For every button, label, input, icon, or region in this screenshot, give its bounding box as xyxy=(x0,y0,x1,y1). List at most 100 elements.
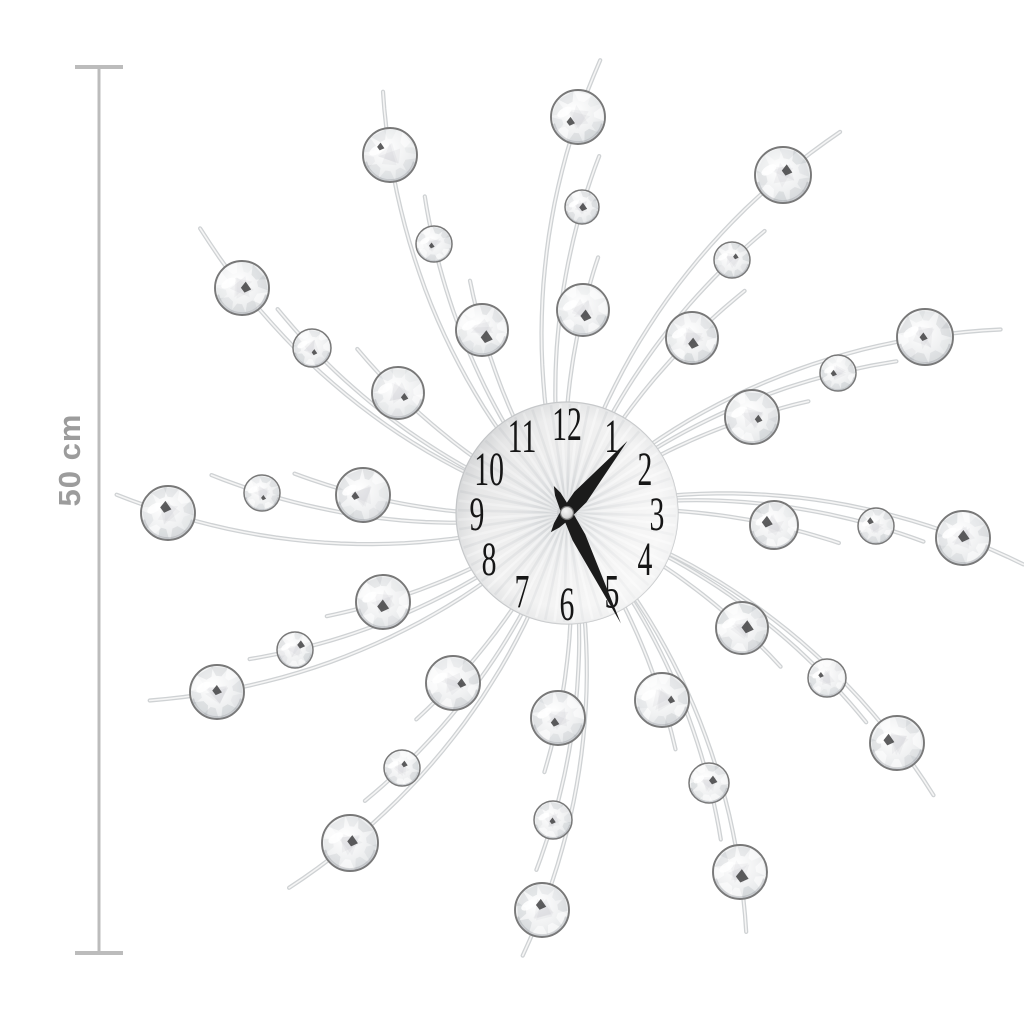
bead-speck xyxy=(550,717,560,727)
crystal-bead xyxy=(869,715,925,771)
bead-facet xyxy=(704,764,720,772)
bead-facet xyxy=(904,754,919,768)
bead-facet xyxy=(595,314,608,328)
bead-facet xyxy=(567,110,591,129)
bead-facet xyxy=(767,514,784,534)
bead-facet xyxy=(557,897,568,914)
crystal-bead xyxy=(665,311,719,365)
bead-facet xyxy=(298,658,307,668)
bead-facet xyxy=(241,261,255,273)
bead-facet xyxy=(755,502,770,515)
bead-shading xyxy=(216,294,268,315)
bead-facet xyxy=(906,309,926,323)
bead-facet xyxy=(575,285,595,295)
bead-speck xyxy=(741,620,754,634)
bead-facet xyxy=(372,471,386,485)
bead-shading xyxy=(416,248,452,262)
bead-facet xyxy=(779,148,797,160)
crystal-bead xyxy=(514,882,570,938)
bead-facet xyxy=(141,510,154,529)
bead-facet xyxy=(591,197,599,210)
bead-facet xyxy=(715,265,726,276)
bead-shading xyxy=(532,724,584,745)
bead-facet xyxy=(435,253,446,262)
bead-facet xyxy=(568,324,587,335)
bead-facet xyxy=(732,618,749,639)
bead-shading xyxy=(142,519,194,540)
bead-facet xyxy=(365,575,383,589)
bead-facet xyxy=(862,508,874,518)
bead-facet xyxy=(170,526,187,539)
bead-facet xyxy=(468,672,479,687)
bead-facet xyxy=(858,514,868,523)
bead-facet xyxy=(876,717,891,732)
bead-glint xyxy=(563,299,577,311)
bead-facet xyxy=(723,270,734,278)
bead-glint xyxy=(378,382,392,394)
bead-facet xyxy=(818,669,831,686)
bead-facet xyxy=(556,910,569,927)
crystal-bead xyxy=(533,800,573,840)
bead-facet xyxy=(462,306,475,319)
bead-facet xyxy=(395,167,410,181)
bead-facet xyxy=(287,644,302,657)
bead-facet xyxy=(254,503,267,510)
bead-facet xyxy=(305,643,312,654)
bead-facet xyxy=(314,356,327,367)
bead-facet xyxy=(818,669,831,686)
bead-facet xyxy=(714,258,723,270)
bead-facet xyxy=(259,475,273,484)
bead-speck xyxy=(919,332,928,342)
clock-numeral: 4 xyxy=(637,532,652,586)
bead-speck xyxy=(549,817,556,825)
crystal-bead xyxy=(243,474,281,512)
bead-facet xyxy=(938,545,953,561)
bead-facet xyxy=(928,350,946,364)
bead-body xyxy=(688,762,730,804)
bead-facet xyxy=(416,241,424,253)
bead-shading xyxy=(756,181,810,203)
bead-facet xyxy=(588,322,602,335)
bead-facet xyxy=(812,685,822,695)
bead-facet xyxy=(531,925,548,936)
bead-facet xyxy=(215,287,228,302)
bead-facet xyxy=(460,340,474,354)
bead-facet xyxy=(889,759,904,769)
bead-facet xyxy=(776,536,792,549)
bead-facet xyxy=(754,629,768,648)
bead-facet xyxy=(404,404,419,418)
bead-speck xyxy=(735,869,749,883)
bead-facet xyxy=(566,211,576,221)
bead-facet xyxy=(203,706,219,719)
bead-facet xyxy=(196,666,213,680)
bead-facet xyxy=(224,262,238,275)
crystal-bead xyxy=(383,749,421,787)
bead-facet xyxy=(948,552,966,564)
bead-facet xyxy=(366,164,381,179)
bead-facet xyxy=(694,763,706,774)
bead-facet xyxy=(453,697,470,710)
bead-facet xyxy=(754,534,767,547)
bead-facet xyxy=(698,349,712,363)
crystal-bead xyxy=(140,485,196,541)
bead-speck xyxy=(688,337,699,349)
bead-facet xyxy=(181,513,195,532)
bead-facet xyxy=(492,308,506,323)
bead-facet xyxy=(840,381,851,391)
bead-facet xyxy=(383,129,397,139)
bead-facet xyxy=(269,478,279,488)
bead-facet xyxy=(943,512,958,526)
bead-facet xyxy=(738,603,758,614)
bead-facet xyxy=(833,365,846,380)
bead-facet xyxy=(533,898,554,919)
bead-facet xyxy=(737,846,751,857)
bead-shading xyxy=(690,787,728,803)
bead-facet xyxy=(323,340,330,353)
bead-facet xyxy=(277,649,286,661)
bead-facet xyxy=(370,129,387,143)
clock-numeral: 2 xyxy=(637,442,652,496)
bead-facet xyxy=(403,158,416,174)
bead-facet xyxy=(765,147,782,161)
bead-facet xyxy=(338,859,355,870)
